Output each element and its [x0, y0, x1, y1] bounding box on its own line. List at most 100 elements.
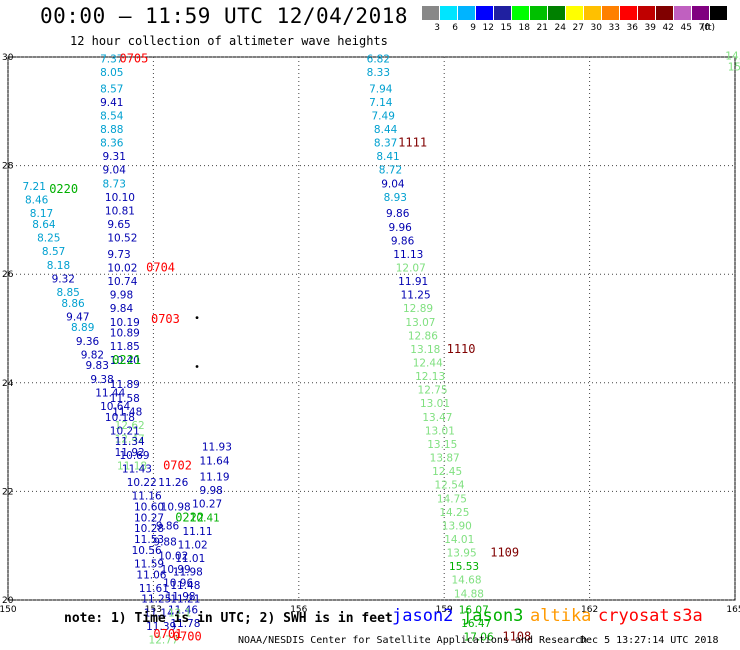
wave-height-value: 11.48 [112, 406, 142, 418]
wave-height-value: 11.16 [132, 491, 162, 503]
footer-note: note: 1) Time is in UTC; 2) SWH is in fe… [64, 611, 393, 626]
x-tick-label: 159 [436, 605, 453, 615]
legend-swatch [440, 6, 457, 20]
page-subtitle: 12 hour collection of altimeter wave hei… [70, 34, 388, 48]
wave-height-value: 8.37 [374, 138, 397, 150]
wave-height-value: 8.57 [100, 83, 123, 95]
wave-height-value: 14.88 [454, 588, 484, 600]
legend-label: 39 [644, 23, 656, 33]
wave-height-value: 8.86 [61, 298, 85, 310]
wave-height-value: 10.40 [110, 355, 140, 367]
marker-dot [195, 316, 199, 320]
wave-height-value: 11.13 [393, 249, 423, 261]
wave-height-value: 10.89 [110, 328, 140, 340]
wave-height-value: 10.74 [107, 276, 137, 288]
y-tick-label: 26 [2, 270, 14, 280]
wave-height-value: 9.04 [103, 165, 127, 177]
legend-swatch [530, 6, 547, 20]
wave-height-value: 8.72 [379, 165, 402, 177]
wave-height-value: 10.10 [105, 192, 135, 204]
satellite-jason2: jason2 [392, 606, 454, 626]
satellite-cryosat: cryosat [598, 606, 670, 626]
wave-height-value: 11.01 [175, 553, 205, 565]
footer-credit: NOAA/NESDIS Center for Satellite Applica… [238, 635, 588, 646]
legend-swatch [656, 6, 673, 20]
pass-time-label: 0704 [146, 260, 175, 274]
pass-time-label: 0705 [119, 51, 148, 65]
wave-height-value: 11.43 [122, 463, 152, 475]
wave-height-value: 12.45 [432, 466, 462, 478]
legend-swatch [710, 6, 727, 20]
y-tick-label: 30 [2, 53, 14, 63]
legend-label: 33 [608, 23, 620, 33]
wave-height-value: 11.46 [168, 605, 198, 617]
wave-height-value: 12.13 [415, 371, 445, 383]
map-frame [7, 56, 736, 601]
wave-height-value: 11.48 [170, 580, 200, 592]
wave-height-value: 9.73 [107, 249, 130, 261]
satellite-s3a: s3a [672, 606, 703, 626]
wave-height-value: 15.53 [449, 561, 479, 573]
wave-height-value: 10.27 [192, 499, 222, 511]
legend-swatch [494, 6, 511, 20]
wave-height-value: 11.25 [401, 290, 431, 302]
wave-height-value: 9.86 [386, 208, 410, 220]
wave-height-value: 13.95 [447, 548, 477, 560]
legend-label: 70 [698, 23, 710, 33]
pass-time-label: 0703 [151, 312, 180, 326]
wave-height-value: 10.18 [105, 412, 135, 424]
wave-height-value: 10.19 [110, 317, 140, 329]
legend-swatch [548, 6, 565, 20]
legend-swatch [620, 6, 637, 20]
legend-swatch [674, 6, 691, 20]
wave-height-value: 14.25 [439, 507, 469, 519]
wave-height-value: 12.86 [408, 330, 438, 342]
wave-height-value: 7.21 [23, 181, 46, 193]
footer-timestamp: Dec 5 13:27:14 UTC 2018 [580, 635, 719, 646]
wave-height-value: 10.02 [107, 262, 137, 274]
wave-height-value: 15 [728, 62, 740, 74]
wave-height-value: 9.36 [76, 336, 100, 348]
wave-height-value: 11.61 [139, 583, 169, 595]
wave-height-value: 9.41 [100, 97, 123, 109]
wave-height-value: 14.01 [444, 534, 474, 546]
wave-height-value: 10.52 [107, 233, 137, 245]
wave-height-value: 13.90 [442, 520, 472, 532]
wave-height-value: 8.05 [100, 67, 123, 79]
wave-height-value: 11.34 [115, 436, 145, 448]
pass-time-label: 1111 [398, 136, 427, 150]
wave-height-value: 9.86 [156, 520, 180, 532]
wave-height-value: 10.28 [134, 523, 164, 535]
pass-time-label: 0701 [153, 627, 182, 641]
pass-time-label: 0220 [49, 182, 78, 196]
wave-height-value: 8.64 [32, 219, 56, 231]
wave-height-value: 12.54 [435, 480, 465, 492]
wave-height-value: 9.98 [199, 485, 222, 497]
wave-height-value: 12.07 [396, 262, 426, 274]
x-tick-label: 153 [145, 605, 162, 615]
pass-time-label: 0702 [163, 459, 192, 473]
wave-height-value: 16.07 [459, 605, 489, 617]
wave-height-value: 12.77 [149, 634, 179, 646]
y-tick-label: 22 [2, 487, 13, 497]
wave-height-value: 8.17 [30, 208, 53, 220]
wave-height-value: 11.39 [146, 621, 176, 633]
wave-height-value: 8.36 [100, 138, 124, 150]
wave-height-value: 11.06 [136, 569, 166, 581]
wave-height-value: 11.93 [202, 442, 232, 454]
wave-height-value: 8.93 [384, 192, 407, 204]
wave-height-value: 9.84 [110, 303, 134, 315]
wave-height-value: 6.82 [367, 53, 390, 65]
wave-height-value: 11.02 [178, 539, 208, 551]
legend-swatch [458, 6, 475, 20]
marker-dot [195, 365, 199, 368]
wave-height-value: 11.91 [398, 276, 428, 288]
legend-label: 15 [500, 23, 512, 33]
wave-height-value: 9.88 [153, 537, 176, 549]
wave-height-value: 11.64 [199, 455, 229, 467]
pass-time-label: 1109 [490, 546, 519, 560]
legend-label: 12 [482, 23, 494, 33]
legend-swatch [602, 6, 619, 20]
wave-height-value: 7.49 [372, 110, 395, 122]
legend-label: 45 [680, 23, 692, 33]
